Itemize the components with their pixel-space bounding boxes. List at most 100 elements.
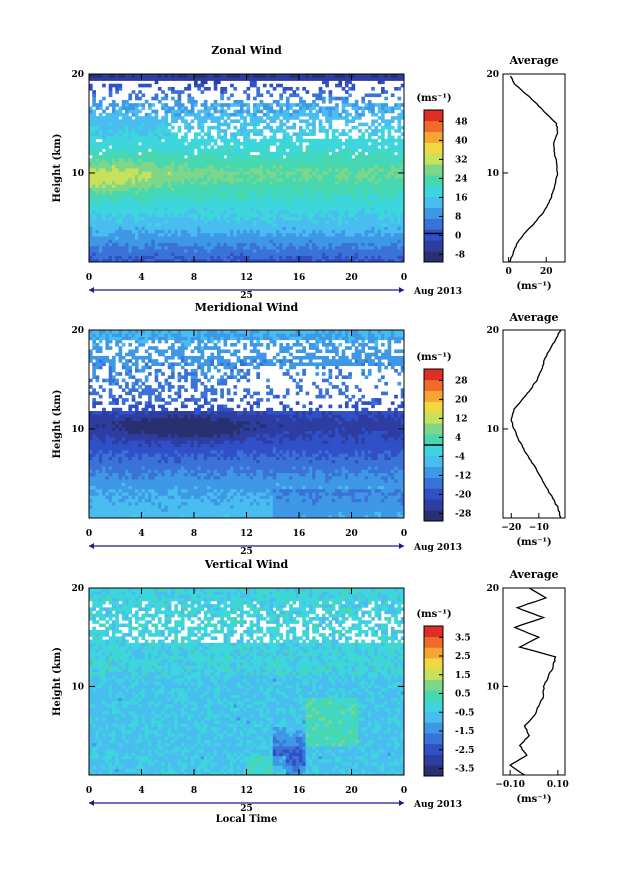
- heatmap-cell: [253, 187, 257, 192]
- heatmap-cell: [134, 129, 139, 133]
- heatmap-cell: [213, 83, 218, 88]
- heatmap-cell: [98, 229, 103, 234]
- heatmap-cell: [236, 109, 241, 114]
- heatmap-cell: [98, 252, 103, 256]
- heatmap-cell: [308, 158, 313, 162]
- heatmap-cell: [108, 236, 113, 240]
- heatmap-cell: [302, 223, 306, 227]
- heatmap-cell: [98, 177, 103, 182]
- heatmap-cell: [220, 203, 224, 208]
- heatmap-cell: [400, 74, 405, 78]
- heatmap-cell: [164, 158, 169, 162]
- heatmap-cell: [216, 223, 221, 227]
- heatmap-cell: [315, 93, 320, 98]
- heatmap-cell: [174, 210, 178, 214]
- heatmap-cell: [358, 197, 362, 201]
- heatmap-cell: [289, 219, 293, 224]
- heatmap-cell: [184, 219, 188, 224]
- heatmap-cell: [246, 187, 251, 192]
- heatmap-cell: [220, 184, 224, 188]
- heatmap-cell: [226, 511, 231, 516]
- heatmap-cell: [121, 164, 126, 169]
- heatmap-cell: [108, 103, 113, 107]
- heatmap-cell: [200, 138, 205, 143]
- heatmap-cell: [157, 151, 162, 156]
- heatmap-cell: [121, 187, 126, 192]
- heatmap-cell: [253, 213, 257, 218]
- heatmap-cell: [243, 232, 247, 237]
- heatmap-cell: [197, 180, 201, 185]
- heatmap-cell: [125, 210, 129, 214]
- heatmap-cell: [259, 93, 264, 98]
- heatmap-cell: [203, 99, 208, 104]
- heatmap-cell: [279, 219, 283, 224]
- heatmap-cell: [266, 187, 270, 192]
- heatmap-cell: [253, 210, 257, 214]
- heatmap-cell: [207, 116, 211, 120]
- heatmap-cell: [95, 151, 100, 156]
- heatmap-cell: [354, 255, 359, 260]
- heatmap-cell: [180, 226, 185, 230]
- heatmap-cell: [197, 158, 201, 162]
- heatmap-cell: [216, 129, 221, 133]
- heatmap-cell: [197, 200, 201, 205]
- heatmap-cell: [276, 190, 280, 195]
- heatmap-cell: [213, 187, 218, 192]
- heatmap-cell: [105, 138, 110, 143]
- heatmap-cell: [371, 249, 375, 253]
- heatmap-cell: [269, 197, 274, 201]
- heatmap-cell: [358, 168, 362, 172]
- heatmap-cell: [390, 171, 395, 175]
- heatmap-cell: [144, 190, 149, 195]
- heatmap-cell: [374, 103, 379, 107]
- heatmap-cell: [111, 232, 116, 237]
- heatmap-cell: [318, 106, 323, 111]
- heatmap-cell: [213, 511, 218, 516]
- heatmap-cell: [138, 125, 142, 130]
- heatmap-cell: [125, 187, 129, 192]
- heatmap-cell: [197, 197, 201, 201]
- heatmap-cell: [177, 213, 182, 218]
- heatmap-cell: [348, 74, 352, 78]
- heatmap-cell: [233, 168, 238, 172]
- heatmap-cell: [397, 258, 402, 263]
- heatmap-cell: [131, 226, 136, 230]
- heatmap-cell: [354, 174, 359, 179]
- heatmap-meridional: [89, 330, 405, 519]
- heatmap-cell: [308, 226, 313, 230]
- heatmap-cell: [285, 232, 290, 237]
- heatmap-cell: [131, 151, 136, 156]
- heatmap-cell: [154, 164, 159, 169]
- heatmap-cell: [292, 213, 297, 218]
- heatmap-cell: [371, 229, 375, 234]
- heatmap-cell: [269, 125, 274, 130]
- heatmap-cell: [128, 236, 133, 240]
- heatmap-cell: [315, 514, 320, 519]
- colorbar-label: 16: [455, 193, 468, 203]
- heatmap-cell: [164, 226, 169, 230]
- heatmap-cell: [259, 187, 264, 192]
- heatmap-cell: [194, 138, 198, 143]
- heatmap-cell: [138, 213, 142, 218]
- heatmap-cell: [157, 138, 162, 143]
- heatmap-cell: [167, 232, 172, 237]
- heatmap-cell: [89, 229, 93, 234]
- heatmap-cell: [194, 255, 198, 260]
- heatmap-cell: [92, 180, 96, 185]
- heatmap-cell: [289, 171, 293, 175]
- heatmap-cell: [338, 180, 343, 185]
- heatmap-cell: [141, 77, 146, 81]
- heatmap-cell: [272, 116, 277, 120]
- heatmap-cell: [207, 168, 211, 172]
- heatmap-cell: [364, 106, 369, 111]
- heatmap-cell: [98, 258, 103, 263]
- heatmap-cell: [259, 210, 264, 214]
- heatmap-cell: [148, 255, 152, 260]
- heatmap-cell: [295, 190, 300, 195]
- heatmap-cell: [272, 135, 277, 140]
- heatmap-cell: [95, 119, 100, 124]
- heatmap-cell: [111, 142, 116, 146]
- heatmap-cell: [259, 174, 264, 179]
- heatmap-cell: [282, 226, 287, 230]
- heatmap-cell: [148, 135, 152, 140]
